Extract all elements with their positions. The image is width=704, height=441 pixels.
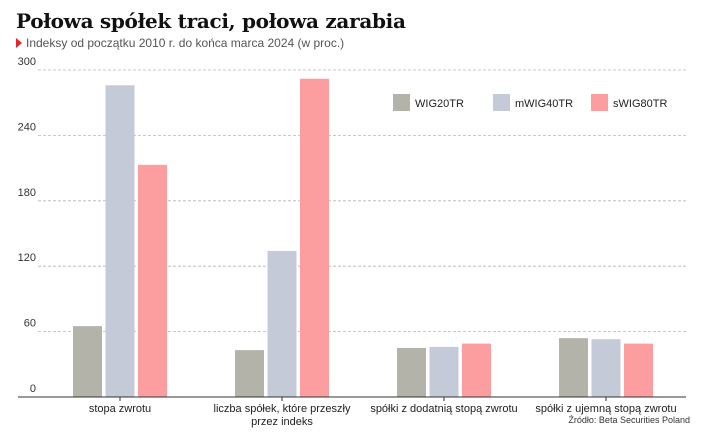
x-tick-label: stopa zwrotu xyxy=(89,403,151,415)
subtitle-marker-icon xyxy=(16,38,22,48)
y-tick-label: 240 xyxy=(18,121,36,133)
legend-label: WIG20TR xyxy=(415,98,464,110)
y-tick-label: 120 xyxy=(18,252,36,264)
bar-wig20tr xyxy=(397,347,426,397)
bar-wig20tr xyxy=(235,350,264,397)
bar-mwig40tr xyxy=(429,346,459,397)
bar-wig20tr xyxy=(73,326,102,397)
y-tick-label: 180 xyxy=(18,187,36,199)
bar-mwig40tr xyxy=(105,85,135,397)
bar-swig80tr xyxy=(462,343,491,397)
legend-label: mWIG40TR xyxy=(515,98,573,110)
chart-subtitle: Indeksy od początku 2010 r. do końca mar… xyxy=(16,36,344,50)
x-tick-label: przez indeks xyxy=(251,416,313,428)
axis-layer: 0 60 120 180 240 300 stopa zwrotu liczba spółek… xyxy=(18,56,686,428)
bar-swig80tr xyxy=(138,164,167,397)
y-tick-label: 300 xyxy=(18,56,36,68)
bar-mwig40tr xyxy=(267,250,297,397)
source-note: Źródło: Beta Securities Poland xyxy=(568,415,690,425)
y-tick-label: 60 xyxy=(24,318,36,330)
legend: WIG20TR mWIG40TR sWIG80TR xyxy=(393,94,667,111)
chart-title: Połowa spółek traci, połowa zarabia xyxy=(16,9,406,33)
bar-wig20tr xyxy=(559,338,588,397)
bar-swig80tr xyxy=(624,343,653,397)
bars-layer xyxy=(73,78,653,397)
legend-swatch xyxy=(393,94,410,111)
legend-swatch xyxy=(591,94,608,111)
bar-mwig40tr xyxy=(591,339,621,397)
legend-swatch xyxy=(493,94,510,111)
y-tick-label: 0 xyxy=(30,383,36,395)
x-tick-label: spółki z ujemną stopą zwrotu xyxy=(535,403,676,415)
legend-label: sWIG80TR xyxy=(613,98,667,110)
x-tick-label: spółki z dodatnią stopą zwrotu xyxy=(370,403,517,415)
bar-swig80tr xyxy=(300,78,329,397)
grid-layer xyxy=(38,69,686,333)
chart-subtitle-text: Indeksy od początku 2010 r. do końca mar… xyxy=(26,36,345,50)
x-tick-label: liczba spółek, które przeszły xyxy=(214,403,351,415)
